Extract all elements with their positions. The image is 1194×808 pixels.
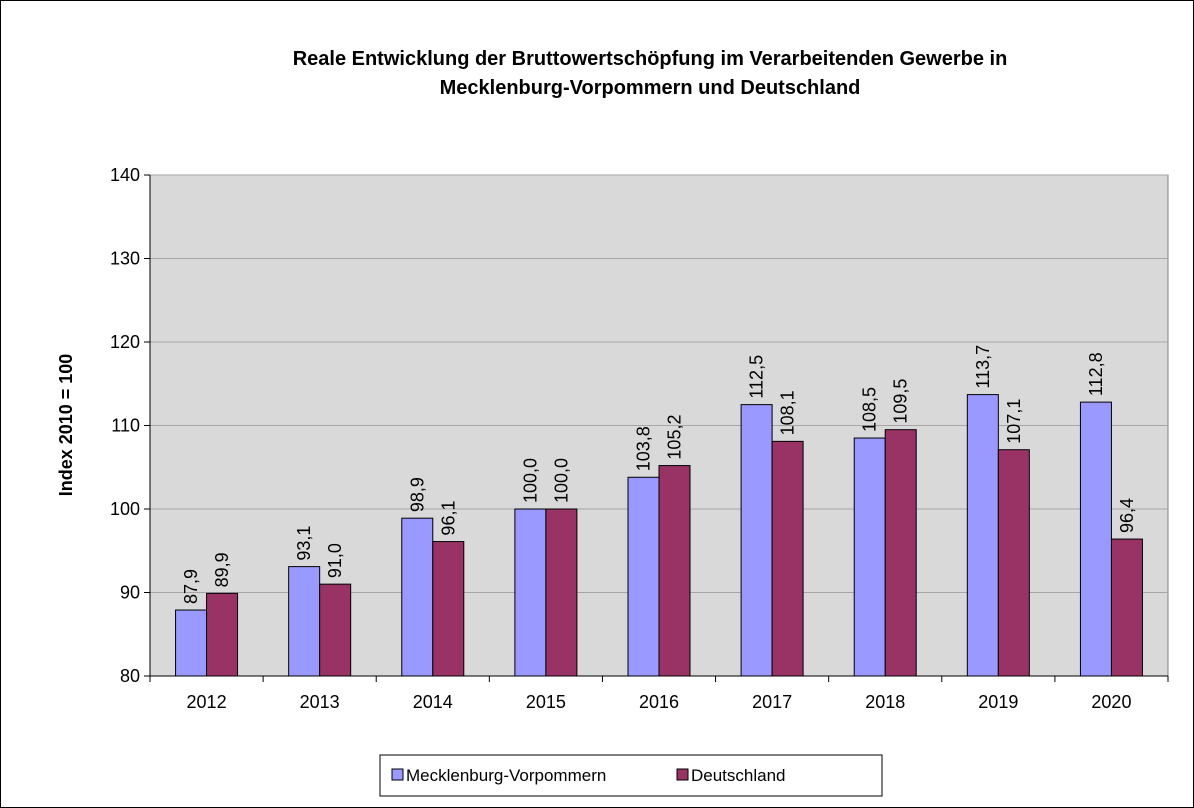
y-tick-label: 90 bbox=[120, 583, 140, 603]
data-label: 96,1 bbox=[438, 501, 458, 536]
data-label: 100,0 bbox=[551, 458, 571, 503]
data-label: 89,9 bbox=[212, 552, 232, 587]
bar bbox=[771, 440, 804, 677]
chart-title: Reale Entwicklung der Bruttowertschöpfun… bbox=[293, 48, 1008, 70]
data-label: 107,1 bbox=[1004, 399, 1024, 444]
chart-title: Mecklenburg-Vorpommern und Deutschland bbox=[440, 77, 861, 99]
data-label: 93,1 bbox=[294, 526, 314, 561]
data-label: 87,9 bbox=[181, 569, 201, 604]
bar bbox=[514, 508, 547, 677]
y-tick-label: 120 bbox=[110, 332, 140, 352]
data-label: 109,5 bbox=[891, 379, 911, 424]
bar bbox=[206, 592, 239, 677]
bar bbox=[175, 609, 208, 677]
x-tick-label: 2018 bbox=[865, 692, 905, 712]
y-tick-label: 110 bbox=[111, 416, 140, 436]
data-label: 98,9 bbox=[407, 477, 427, 512]
y-tick-label: 80 bbox=[120, 666, 140, 686]
x-tick-label: 2017 bbox=[752, 692, 792, 712]
x-tick-label: 2013 bbox=[300, 692, 340, 712]
data-label: 103,8 bbox=[634, 426, 654, 471]
y-tick-label: 140 bbox=[110, 165, 140, 185]
bar bbox=[432, 541, 465, 677]
x-tick-label: 2012 bbox=[187, 692, 227, 712]
data-label: 112,5 bbox=[747, 355, 767, 399]
bar bbox=[658, 465, 691, 677]
data-label: 100,0 bbox=[520, 458, 540, 503]
bar bbox=[1110, 538, 1143, 677]
legend-box bbox=[379, 754, 883, 797]
legend-label: Deutschland bbox=[691, 766, 786, 785]
bar bbox=[545, 508, 578, 677]
data-label: 96,4 bbox=[1117, 498, 1137, 533]
y-tick-label: 130 bbox=[110, 249, 140, 269]
bar bbox=[997, 449, 1030, 677]
x-tick-label: 2014 bbox=[413, 692, 453, 712]
x-tick-label: 2016 bbox=[639, 692, 679, 712]
y-tick-label: 100 bbox=[110, 499, 140, 519]
data-label: 108,5 bbox=[860, 387, 880, 432]
bar bbox=[627, 476, 660, 677]
x-tick-label: 2015 bbox=[526, 692, 566, 712]
data-label: 113,7 bbox=[973, 345, 993, 389]
bar bbox=[966, 394, 999, 677]
legend-label: Mecklenburg-Vorpommern bbox=[406, 766, 606, 785]
bar bbox=[319, 583, 352, 677]
bar bbox=[1079, 401, 1112, 677]
legend-swatch bbox=[676, 768, 689, 781]
bar bbox=[884, 429, 917, 677]
data-label: 108,1 bbox=[778, 390, 798, 435]
y-axis-label: Index 2010 = 100 bbox=[56, 354, 76, 497]
bar bbox=[288, 566, 321, 677]
data-label: 105,2 bbox=[665, 415, 685, 460]
bar bbox=[740, 404, 773, 677]
data-label: 112,8 bbox=[1086, 352, 1106, 396]
x-tick-label: 2020 bbox=[1091, 692, 1131, 712]
bar bbox=[853, 437, 886, 677]
data-label: 91,0 bbox=[325, 543, 345, 578]
bar bbox=[401, 517, 434, 677]
x-tick-label: 2019 bbox=[978, 692, 1018, 712]
legend-swatch bbox=[391, 768, 404, 781]
